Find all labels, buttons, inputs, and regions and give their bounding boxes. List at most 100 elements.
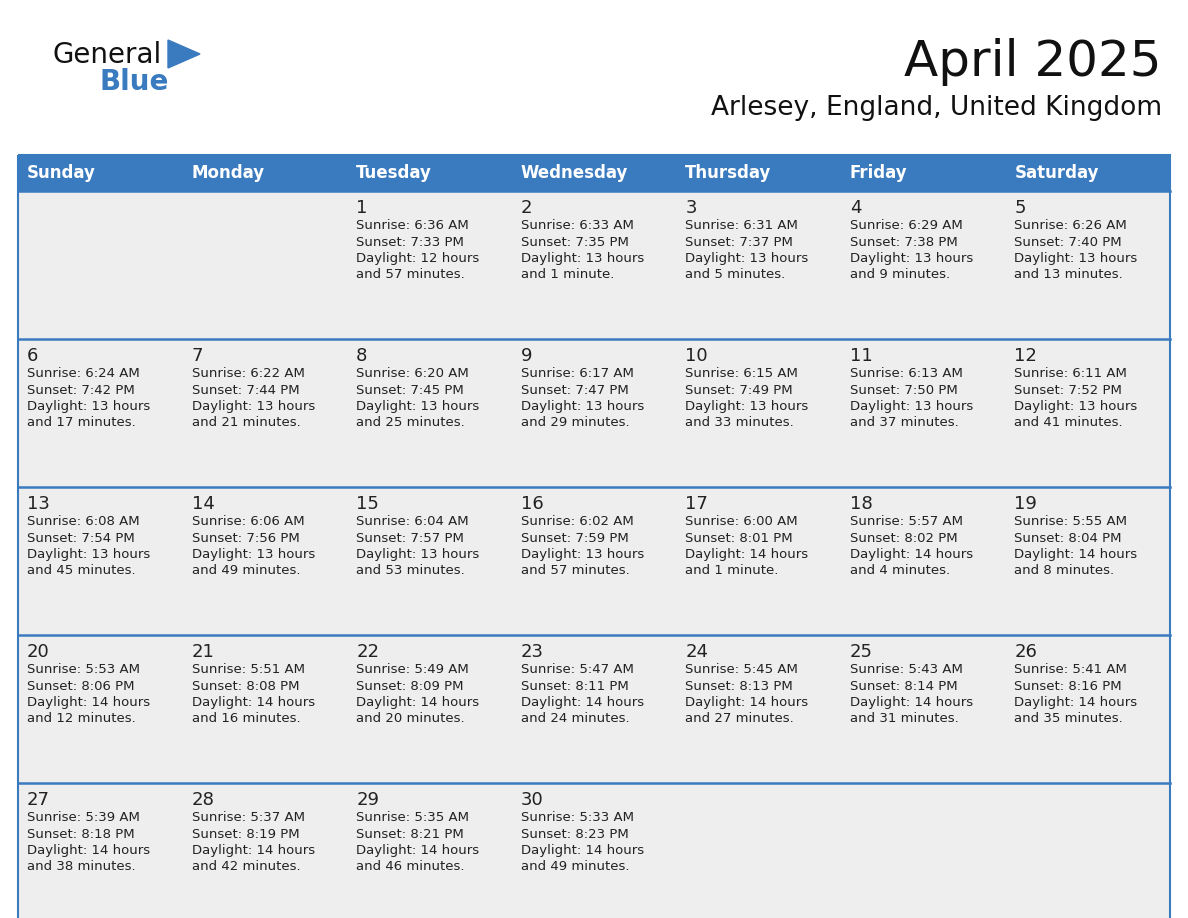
Text: Sunset: 8:06 PM: Sunset: 8:06 PM bbox=[27, 679, 134, 692]
Text: and 8 minutes.: and 8 minutes. bbox=[1015, 565, 1114, 577]
Text: Sunrise: 6:26 AM: Sunrise: 6:26 AM bbox=[1015, 219, 1127, 232]
Text: Sunrise: 6:24 AM: Sunrise: 6:24 AM bbox=[27, 367, 140, 380]
Text: and 42 minutes.: and 42 minutes. bbox=[191, 860, 301, 874]
Text: Sunset: 8:23 PM: Sunset: 8:23 PM bbox=[520, 827, 628, 841]
Text: and 25 minutes.: and 25 minutes. bbox=[356, 417, 465, 430]
Text: Sunset: 8:13 PM: Sunset: 8:13 PM bbox=[685, 679, 794, 692]
Text: Sunrise: 5:39 AM: Sunrise: 5:39 AM bbox=[27, 811, 140, 824]
Bar bbox=[18, 155, 1170, 918]
Text: 27: 27 bbox=[27, 791, 50, 809]
Text: 13: 13 bbox=[27, 495, 50, 513]
Text: 3: 3 bbox=[685, 199, 697, 217]
Text: Daylight: 13 hours: Daylight: 13 hours bbox=[27, 548, 150, 561]
Text: 10: 10 bbox=[685, 347, 708, 365]
Text: and 5 minutes.: and 5 minutes. bbox=[685, 268, 785, 282]
Text: Daylight: 14 hours: Daylight: 14 hours bbox=[191, 844, 315, 857]
Text: 15: 15 bbox=[356, 495, 379, 513]
Bar bbox=[18, 783, 1170, 918]
Text: Daylight: 13 hours: Daylight: 13 hours bbox=[191, 400, 315, 413]
Text: and 29 minutes.: and 29 minutes. bbox=[520, 417, 630, 430]
Text: and 16 minutes.: and 16 minutes. bbox=[191, 712, 301, 725]
Text: Daylight: 13 hours: Daylight: 13 hours bbox=[849, 252, 973, 265]
Text: Sunrise: 6:33 AM: Sunrise: 6:33 AM bbox=[520, 219, 633, 232]
Bar bbox=[18, 487, 1170, 635]
Text: Sunset: 8:19 PM: Sunset: 8:19 PM bbox=[191, 827, 299, 841]
Text: Sunrise: 5:45 AM: Sunrise: 5:45 AM bbox=[685, 663, 798, 676]
Text: Sunset: 7:35 PM: Sunset: 7:35 PM bbox=[520, 236, 628, 249]
Text: and 35 minutes.: and 35 minutes. bbox=[1015, 712, 1123, 725]
Text: Sunrise: 6:36 AM: Sunrise: 6:36 AM bbox=[356, 219, 469, 232]
Text: Daylight: 12 hours: Daylight: 12 hours bbox=[356, 252, 480, 265]
Text: Sunrise: 6:08 AM: Sunrise: 6:08 AM bbox=[27, 515, 140, 528]
Text: and 17 minutes.: and 17 minutes. bbox=[27, 417, 135, 430]
Text: and 37 minutes.: and 37 minutes. bbox=[849, 417, 959, 430]
Text: Sunrise: 5:43 AM: Sunrise: 5:43 AM bbox=[849, 663, 962, 676]
Text: 19: 19 bbox=[1015, 495, 1037, 513]
Text: 7: 7 bbox=[191, 347, 203, 365]
Text: 20: 20 bbox=[27, 643, 50, 661]
Bar bbox=[18, 155, 1170, 191]
Text: 1: 1 bbox=[356, 199, 367, 217]
Text: Sunset: 7:40 PM: Sunset: 7:40 PM bbox=[1015, 236, 1121, 249]
Text: General: General bbox=[52, 41, 162, 69]
Text: Daylight: 14 hours: Daylight: 14 hours bbox=[1015, 696, 1138, 709]
Bar bbox=[18, 339, 1170, 487]
Text: Sunrise: 6:29 AM: Sunrise: 6:29 AM bbox=[849, 219, 962, 232]
Text: 26: 26 bbox=[1015, 643, 1037, 661]
Bar bbox=[18, 635, 1170, 783]
Text: Sunset: 8:01 PM: Sunset: 8:01 PM bbox=[685, 532, 792, 544]
Text: 2: 2 bbox=[520, 199, 532, 217]
Text: Sunrise: 5:37 AM: Sunrise: 5:37 AM bbox=[191, 811, 304, 824]
Text: Daylight: 14 hours: Daylight: 14 hours bbox=[1015, 548, 1138, 561]
Text: and 20 minutes.: and 20 minutes. bbox=[356, 712, 465, 725]
Text: Sunset: 7:57 PM: Sunset: 7:57 PM bbox=[356, 532, 465, 544]
Text: Sunrise: 5:47 AM: Sunrise: 5:47 AM bbox=[520, 663, 633, 676]
Text: and 1 minute.: and 1 minute. bbox=[520, 268, 614, 282]
Text: Sunrise: 6:13 AM: Sunrise: 6:13 AM bbox=[849, 367, 962, 380]
Text: Daylight: 14 hours: Daylight: 14 hours bbox=[356, 844, 479, 857]
Text: Sunday: Sunday bbox=[27, 164, 96, 182]
Text: Daylight: 14 hours: Daylight: 14 hours bbox=[520, 844, 644, 857]
Text: and 33 minutes.: and 33 minutes. bbox=[685, 417, 794, 430]
Text: Sunset: 7:37 PM: Sunset: 7:37 PM bbox=[685, 236, 794, 249]
Text: Tuesday: Tuesday bbox=[356, 164, 432, 182]
Text: and 57 minutes.: and 57 minutes. bbox=[520, 565, 630, 577]
Text: 11: 11 bbox=[849, 347, 873, 365]
Text: Sunrise: 6:20 AM: Sunrise: 6:20 AM bbox=[356, 367, 469, 380]
Text: 8: 8 bbox=[356, 347, 367, 365]
Text: Sunrise: 5:51 AM: Sunrise: 5:51 AM bbox=[191, 663, 304, 676]
Text: and 24 minutes.: and 24 minutes. bbox=[520, 712, 630, 725]
Text: Sunset: 7:45 PM: Sunset: 7:45 PM bbox=[356, 384, 463, 397]
Text: and 57 minutes.: and 57 minutes. bbox=[356, 268, 465, 282]
Text: Sunset: 7:33 PM: Sunset: 7:33 PM bbox=[356, 236, 465, 249]
Text: Daylight: 14 hours: Daylight: 14 hours bbox=[191, 696, 315, 709]
Polygon shape bbox=[168, 40, 200, 68]
Text: and 49 minutes.: and 49 minutes. bbox=[191, 565, 301, 577]
Text: Daylight: 13 hours: Daylight: 13 hours bbox=[356, 400, 480, 413]
Text: Sunrise: 6:04 AM: Sunrise: 6:04 AM bbox=[356, 515, 469, 528]
Text: and 9 minutes.: and 9 minutes. bbox=[849, 268, 950, 282]
Text: and 4 minutes.: and 4 minutes. bbox=[849, 565, 950, 577]
Text: Sunset: 8:08 PM: Sunset: 8:08 PM bbox=[191, 679, 299, 692]
Text: Sunrise: 6:02 AM: Sunrise: 6:02 AM bbox=[520, 515, 633, 528]
Text: 5: 5 bbox=[1015, 199, 1026, 217]
Text: Sunrise: 6:06 AM: Sunrise: 6:06 AM bbox=[191, 515, 304, 528]
Text: Daylight: 13 hours: Daylight: 13 hours bbox=[356, 548, 480, 561]
Text: 14: 14 bbox=[191, 495, 215, 513]
Text: 21: 21 bbox=[191, 643, 215, 661]
Text: Wednesday: Wednesday bbox=[520, 164, 628, 182]
Text: 6: 6 bbox=[27, 347, 38, 365]
Text: Sunrise: 6:15 AM: Sunrise: 6:15 AM bbox=[685, 367, 798, 380]
Text: Sunset: 7:44 PM: Sunset: 7:44 PM bbox=[191, 384, 299, 397]
Text: and 49 minutes.: and 49 minutes. bbox=[520, 860, 630, 874]
Text: Daylight: 14 hours: Daylight: 14 hours bbox=[27, 844, 150, 857]
Text: 18: 18 bbox=[849, 495, 873, 513]
Text: Sunset: 8:14 PM: Sunset: 8:14 PM bbox=[849, 679, 958, 692]
Text: Sunrise: 6:00 AM: Sunrise: 6:00 AM bbox=[685, 515, 798, 528]
Text: Sunrise: 5:35 AM: Sunrise: 5:35 AM bbox=[356, 811, 469, 824]
Text: Daylight: 14 hours: Daylight: 14 hours bbox=[27, 696, 150, 709]
Text: and 46 minutes.: and 46 minutes. bbox=[356, 860, 465, 874]
Text: 22: 22 bbox=[356, 643, 379, 661]
Text: Sunset: 7:59 PM: Sunset: 7:59 PM bbox=[520, 532, 628, 544]
Text: 12: 12 bbox=[1015, 347, 1037, 365]
